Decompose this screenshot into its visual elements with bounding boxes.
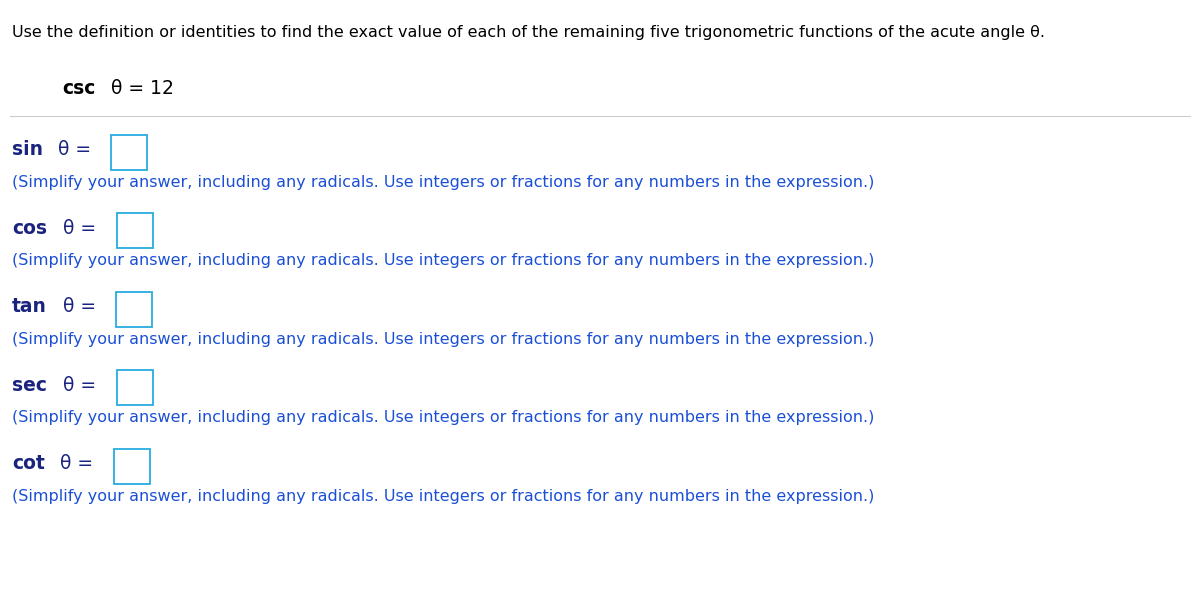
- Bar: [116, 370, 152, 405]
- Text: (Simplify your answer, including any radicals. Use integers or fractions for any: (Simplify your answer, including any rad…: [12, 332, 875, 347]
- Text: sec: sec: [12, 376, 47, 394]
- Text: cos: cos: [12, 219, 47, 237]
- Bar: [114, 449, 150, 484]
- Bar: [112, 135, 148, 170]
- Text: θ = 12: θ = 12: [106, 79, 174, 97]
- Text: θ =: θ =: [58, 219, 102, 237]
- Text: Use the definition or identities to find the exact value of each of the remainin: Use the definition or identities to find…: [12, 25, 1045, 40]
- Text: (Simplify your answer, including any radicals. Use integers or fractions for any: (Simplify your answer, including any rad…: [12, 410, 875, 425]
- Text: θ =: θ =: [54, 454, 100, 473]
- Text: sin: sin: [12, 140, 43, 159]
- Text: θ =: θ =: [52, 140, 97, 159]
- Text: (Simplify your answer, including any radicals. Use integers or fractions for any: (Simplify your answer, including any rad…: [12, 253, 875, 268]
- Text: (Simplify your answer, including any radicals. Use integers or fractions for any: (Simplify your answer, including any rad…: [12, 175, 875, 190]
- Text: csc: csc: [62, 79, 96, 97]
- Text: θ =: θ =: [58, 376, 102, 394]
- Text: θ =: θ =: [58, 297, 102, 316]
- Bar: [116, 292, 152, 327]
- Text: (Simplify your answer, including any radicals. Use integers or fractions for any: (Simplify your answer, including any rad…: [12, 489, 875, 504]
- Text: cot: cot: [12, 454, 44, 473]
- Bar: [116, 213, 152, 248]
- Text: tan: tan: [12, 297, 47, 316]
